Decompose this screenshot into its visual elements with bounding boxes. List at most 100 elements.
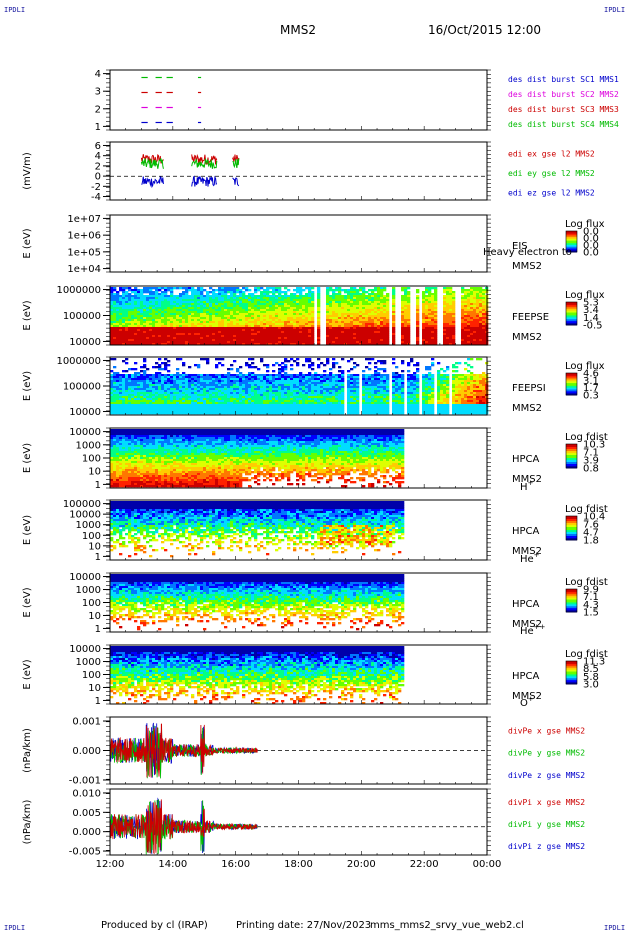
spectrogram-cell (116, 299, 120, 302)
spectrogram-cell (110, 317, 114, 320)
spectrogram-cell (113, 390, 117, 393)
spectrogram-cell (275, 384, 279, 387)
spectrogram-cell (296, 319, 300, 322)
spectrogram-cell (434, 307, 438, 310)
spectrogram-cell (473, 299, 477, 302)
spectrogram-cell (113, 303, 117, 306)
spectrogram-cell (113, 301, 117, 304)
spectrogram-cell (236, 341, 240, 344)
spectrogram-cell (275, 339, 279, 342)
spectrogram-cell (278, 339, 282, 342)
spectrogram-cell (155, 341, 159, 344)
spectrogram-cell (239, 382, 243, 385)
spectrogram-cell (329, 305, 333, 308)
spectrogram-cell (248, 315, 252, 318)
spectrogram-cell (110, 293, 114, 296)
spectrogram-cell (422, 321, 426, 324)
spectrogram-cell (149, 376, 153, 379)
spectrogram-cell (209, 406, 213, 409)
spectrogram-cell (182, 408, 186, 411)
spectrogram-cell (221, 378, 225, 381)
spectrogram-cell (401, 337, 405, 340)
spectrogram-cell (152, 374, 156, 377)
spectrogram-cell (155, 378, 159, 381)
spectrogram-cell (203, 329, 207, 332)
spectrogram-cell (221, 358, 225, 361)
spectrogram-cell (155, 313, 159, 316)
spectrogram-cell (362, 301, 366, 304)
spectrogram-cell (134, 394, 138, 397)
spectrogram-cell (179, 390, 183, 393)
spectrogram-cell (371, 339, 375, 342)
spectrogram-cell (296, 386, 300, 389)
spectrogram-cell (266, 382, 270, 385)
spectrogram-cell (215, 321, 219, 324)
spectrogram-cell (221, 394, 225, 397)
spectrogram-cell (209, 327, 213, 330)
spectrogram-cell (245, 388, 249, 391)
spectrogram-cell (215, 299, 219, 302)
spectrogram-cell (443, 327, 447, 330)
spectrogram-cell (257, 339, 261, 342)
spectrogram-cell (299, 313, 303, 316)
spectrogram-cell (116, 307, 120, 310)
spectrogram-cell (227, 309, 231, 312)
spectrogram-cell (242, 317, 246, 320)
spectrogram-cell (131, 313, 135, 316)
spectrogram-cell (146, 388, 150, 391)
spectrogram-cell (245, 398, 249, 401)
spectrogram-cell (140, 404, 144, 407)
spectrogram-cell (233, 333, 237, 336)
spectrogram-cell (254, 380, 258, 383)
spectrogram-cell (332, 307, 336, 310)
spectrogram-cell (260, 333, 264, 336)
spectrogram-cell (422, 339, 426, 342)
spectrogram-cell (278, 329, 282, 332)
spectrogram-cell (308, 323, 312, 326)
spectrogram-cell (335, 343, 339, 346)
spectrogram-cell (257, 404, 261, 407)
spectrogram-cell (344, 341, 348, 344)
spectrogram-cell (350, 317, 354, 320)
spectrogram-cell (470, 313, 474, 316)
spectrogram-cell (299, 402, 303, 405)
spectrogram-cell (203, 327, 207, 330)
spectrogram-cell (143, 404, 147, 407)
spectrogram-cell (209, 412, 213, 415)
spectrogram-cell (326, 291, 330, 294)
spectrogram-cell (152, 317, 156, 320)
spectrogram-cell (311, 293, 315, 296)
spectrogram-cell (170, 293, 174, 296)
spectrogram-cell (299, 301, 303, 304)
spectrogram-cell (200, 343, 204, 346)
spectrogram-cell (317, 325, 321, 328)
spectrogram-cell (134, 305, 138, 308)
spectrogram-cell (299, 406, 303, 409)
spectrogram-cell (173, 317, 177, 320)
spectrogram-cell (476, 297, 480, 300)
spectrogram-cell (308, 333, 312, 336)
spectrogram-cell (392, 293, 396, 296)
spectrogram-cell (350, 297, 354, 300)
spectrogram-cell (317, 323, 321, 326)
spectrogram-cell (278, 303, 282, 306)
spectrogram-cell (185, 329, 189, 332)
spectrogram-cell (428, 299, 432, 302)
spectrogram-cell (209, 309, 213, 312)
spectrogram-cell (272, 394, 276, 397)
spectrogram-cell (209, 384, 213, 387)
spectrogram-cell (281, 394, 285, 397)
spectrogram-cell (296, 343, 300, 346)
spectrogram-cell (392, 317, 396, 320)
spectrogram-cell (122, 408, 126, 411)
spectrogram-cell (230, 364, 234, 367)
spectrogram-cell (272, 327, 276, 330)
spectrogram-cell (467, 315, 471, 318)
spectrogram-cell (476, 307, 480, 310)
spectrogram-cell (365, 315, 369, 318)
spectrogram-cell (164, 295, 168, 298)
spectrogram-cell (401, 321, 405, 324)
spectrogram-cell (128, 293, 132, 296)
spectrogram-cell (224, 297, 228, 300)
spectrogram-cell (365, 317, 369, 320)
